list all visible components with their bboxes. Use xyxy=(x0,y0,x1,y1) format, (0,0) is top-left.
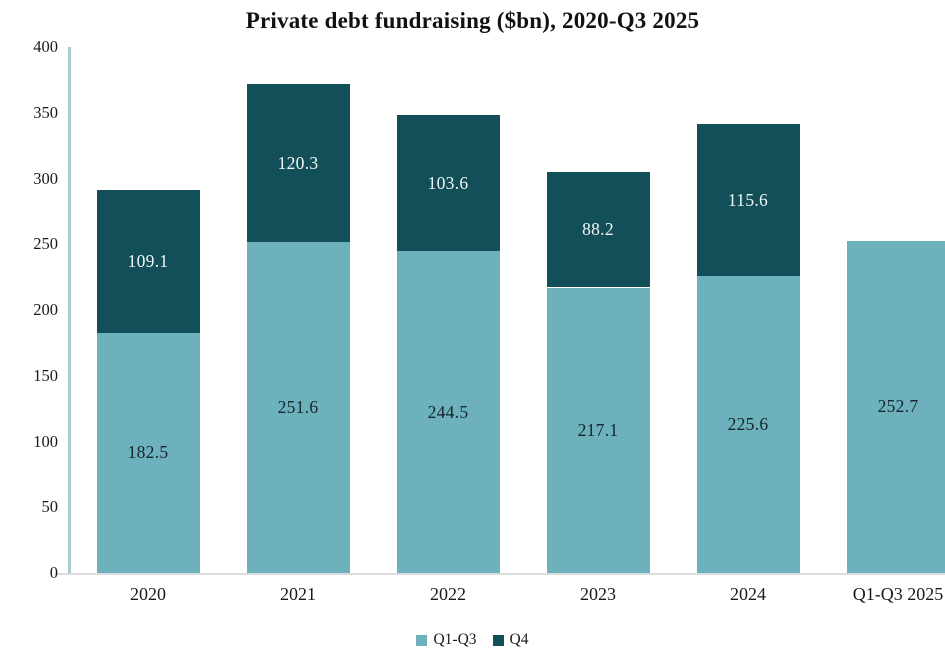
bar-value-label: 109.1 xyxy=(127,250,169,271)
bar-segment-q4-2022: 103.6 xyxy=(396,115,500,252)
bar-segment-q1q3-2022: 244.5 xyxy=(396,251,500,573)
bar-value-label: 225.6 xyxy=(727,414,769,435)
x-tick-label-q1-q3-2025: Q1-Q3 2025 xyxy=(852,584,944,604)
bar-segment-q1q3-2023: 217.1 xyxy=(546,287,650,573)
y-tick-label-150: 150 xyxy=(33,365,58,385)
y-axis-line xyxy=(68,47,71,574)
bar-segment-q1q3-q1-q3-2025: 252.7 xyxy=(846,240,945,573)
bar-segment-q4-2023: 88.2 xyxy=(546,171,650,288)
x-tick-label-2022: 2022 xyxy=(430,584,466,604)
x-tick-label-2023: 2023 xyxy=(580,584,616,604)
y-tick-label-0: 0 xyxy=(49,563,58,582)
y-tick-label-400: 400 xyxy=(33,37,58,56)
legend-swatch-icon xyxy=(492,634,504,646)
y-tick-label-50: 50 xyxy=(41,497,59,517)
bar-value-label: 120.3 xyxy=(277,152,319,173)
y-tick-label-200: 200 xyxy=(33,300,58,319)
legend-item-q1q3: Q1-Q3 xyxy=(416,631,477,649)
bar-value-label: 88.2 xyxy=(582,219,614,239)
x-axis-line xyxy=(55,573,945,575)
y-tick-label-250: 250 xyxy=(33,234,58,254)
legend-label: Q1-Q3 xyxy=(433,631,477,648)
y-tick-label-350: 350 xyxy=(33,102,58,122)
chart-title: Private debt fundraising ($bn), 2020-Q3 … xyxy=(245,8,700,33)
bar-segment-q1q3-2024: 225.6 xyxy=(696,276,800,573)
bar-value-label: 244.5 xyxy=(427,401,469,422)
x-tick-label-2024: 2024 xyxy=(730,584,766,604)
bar-value-label: 115.6 xyxy=(727,189,769,210)
bar-segment-q4-2024: 115.6 xyxy=(696,124,800,277)
y-tick-label-100: 100 xyxy=(33,431,58,451)
bar-value-label: 217.1 xyxy=(577,419,619,440)
bar-value-label: 251.6 xyxy=(277,397,319,418)
bar-segment-q4-2021: 120.3 xyxy=(246,83,350,243)
legend-item-q4: Q4 xyxy=(492,631,529,649)
legend: Q1-Q3 Q4 xyxy=(0,631,945,649)
bar-value-label: 103.6 xyxy=(427,172,469,193)
bar-segment-q4-2020: 109.1 xyxy=(96,189,200,333)
bar-segment-q1q3-2021: 251.6 xyxy=(246,242,350,573)
legend-swatch-icon xyxy=(416,634,428,646)
x-tick-label-2020: 2020 xyxy=(130,584,166,604)
y-tick-label-300: 300 xyxy=(33,168,58,188)
bar-value-label: 252.7 xyxy=(877,396,919,417)
x-tick-label-2021: 2021 xyxy=(280,584,316,604)
bar-segment-q1q3-2020: 182.5 xyxy=(96,333,200,573)
legend-label: Q4 xyxy=(509,631,529,648)
bar-value-label: 182.5 xyxy=(127,442,169,463)
